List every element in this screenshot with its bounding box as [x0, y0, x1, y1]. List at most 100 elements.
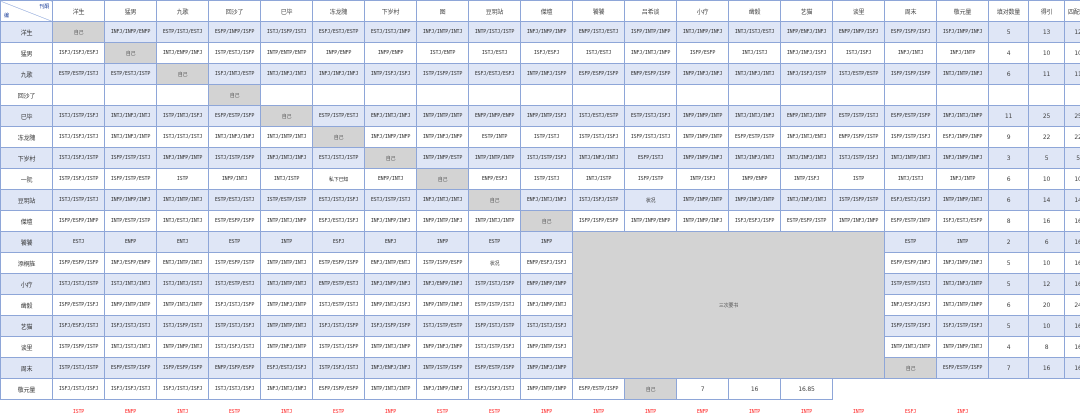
row-header[interactable]: 凿毅	[0, 294, 53, 316]
table-cell[interactable]: INTJ/ISTJ/INTJ	[104, 336, 157, 358]
table-cell[interactable]: ESTP	[884, 231, 937, 253]
table-cell[interactable]: 3	[988, 147, 1029, 169]
table-cell[interactable]: 自己	[468, 189, 521, 211]
table-cell[interactable]: ESFP/ESTP/ISFP	[468, 357, 521, 379]
table-cell[interactable]: ISTP/ESTP/ISTJ	[884, 273, 937, 295]
table-cell[interactable]: ISFP/ESFP/ISFP	[52, 252, 105, 274]
table-cell[interactable]: INFP/INFP/INFJ	[104, 189, 157, 211]
row-header[interactable]: 洋生	[0, 21, 53, 43]
table-cell[interactable]: ISFP/ISTP/ISTJ	[104, 147, 157, 169]
table-cell[interactable]: ENFP/INFP/ISFJ	[832, 21, 885, 43]
table-cell[interactable]: ISTJ/ESTJ	[572, 42, 625, 64]
table-cell[interactable]: INFP/INTP/INFJ	[416, 210, 469, 232]
table-cell[interactable]: INFJ/INTP/INTJ	[416, 21, 469, 43]
table-cell[interactable]: 14.00	[1064, 189, 1080, 211]
table-cell[interactable]: ESFJ/ESTJ/ISFJ	[884, 189, 937, 211]
table-cell[interactable]: ESTJ	[52, 231, 105, 253]
table-cell[interactable]: ISTJ/ISFP/ISTJ	[156, 315, 209, 337]
table-cell[interactable]: ISTP/ISFP/ISTP	[52, 336, 105, 358]
table-cell[interactable]: ESTJ/ISTP/ISTJ	[364, 189, 417, 211]
table-cell[interactable]: INFP/INFP/INFJ	[676, 147, 729, 169]
table-cell[interactable]: ENTP/ESTP/ESTJ	[312, 273, 365, 295]
table-cell[interactable]: 6	[1028, 231, 1065, 253]
table-cell[interactable]	[936, 84, 989, 106]
table-cell[interactable]	[1028, 84, 1065, 106]
table-cell[interactable]: INTJ/INFJ/INTJ	[572, 147, 625, 169]
table-cell[interactable]: ENFP	[104, 231, 157, 253]
table-cell[interactable]: ISFJ/ISTJ/ISFP	[312, 315, 365, 337]
table-cell[interactable]: INFJ/INTJ/INFP	[624, 42, 677, 64]
table-cell[interactable]: 25	[1028, 105, 1065, 127]
table-cell[interactable]: INFP/INFP/INTP	[676, 105, 729, 127]
table-cell[interactable]: ISTP/ISFP/ISTP	[832, 189, 885, 211]
table-cell[interactable]: 10	[1028, 252, 1065, 274]
table-cell[interactable]: INTJ/INFJ/INTJ	[260, 63, 313, 85]
table-cell[interactable]: INFJ/INFP/INTJ	[520, 294, 573, 316]
table-cell[interactable]: INTJ/ISTJ/ESTJ	[728, 21, 781, 43]
table-cell[interactable]: ISTP/ESFP/ISTP	[208, 252, 261, 274]
table-cell[interactable]: INTJ/ISTP	[572, 168, 625, 190]
table-cell[interactable]: 16.85	[1064, 252, 1080, 274]
table-cell[interactable]: ENFJ/INTJ/INFJ	[520, 189, 573, 211]
table-cell[interactable]: ISFJ/ESTJ/ESFP	[936, 210, 989, 232]
table-cell[interactable]: INFJ/INFP/INFJ	[416, 378, 469, 400]
table-cell[interactable]: ISTJ/ISTP/ISFJ	[520, 147, 573, 169]
table-cell[interactable]: INFJ/INTJ/ENTJ	[780, 126, 833, 148]
table-cell[interactable]: INFJ/INFP/ENFP	[104, 21, 157, 43]
table-cell[interactable]: ISTP/ISTJ/ISFJ	[572, 126, 625, 148]
row-header[interactable]: 冻龙隗	[0, 126, 53, 148]
table-cell[interactable]	[364, 84, 417, 106]
table-cell[interactable]	[676, 84, 729, 106]
table-cell[interactable]: 10	[1028, 168, 1065, 190]
table-cell[interactable]: ISTJ/ESTP/ESTP	[832, 63, 885, 85]
row-header[interactable]: 敬元量	[0, 378, 53, 400]
merged-block-cell[interactable]: 三次要书	[572, 231, 885, 379]
table-cell[interactable]: ENFP/ISFP/ESFP	[208, 357, 261, 379]
table-cell[interactable]: INTP/ENTP/ENTP	[260, 42, 313, 64]
table-cell[interactable]: ESTJ/ISTJ/ISTP	[312, 147, 365, 169]
table-cell[interactable]: INTP/INTJ/INTP	[156, 294, 209, 316]
table-cell[interactable]: 状况	[624, 189, 677, 211]
table-cell[interactable]: INFJ/INTP	[936, 168, 989, 190]
row-header[interactable]: 小疗	[0, 273, 53, 295]
table-cell[interactable]: ISTJ/ISTP/ISTJ	[52, 189, 105, 211]
table-cell[interactable]: ISFJ/ISTJ/ISFJ	[156, 378, 209, 400]
table-cell[interactable]: ISTP/ISTJ/ISFP	[468, 273, 521, 295]
table-cell[interactable]: ISTJ/ISTP/ISFP	[208, 147, 261, 169]
row-header[interactable]: 回沙了	[0, 84, 53, 106]
table-cell[interactable]: ENTJ/INTP/INTJ	[156, 252, 209, 274]
table-cell[interactable]: INTJ/INFJ/INTJ	[104, 105, 157, 127]
table-cell[interactable]	[52, 84, 105, 106]
table-cell[interactable]: INTP/INTP/INTJ	[260, 315, 313, 337]
table-cell[interactable]: INTJ/INFJ/INTJ	[728, 63, 781, 85]
table-cell[interactable]: INFP/INFJ/INFJ	[676, 63, 729, 85]
table-cell[interactable]: ESTP	[468, 231, 521, 253]
table-cell[interactable]: INTP/ESTP/ISTP	[104, 210, 157, 232]
table-cell[interactable]: 12.00	[1064, 21, 1080, 43]
table-cell[interactable]: ISTJ/ISFP/ISTJ	[260, 21, 313, 43]
table-cell[interactable]: 8	[988, 210, 1029, 232]
table-cell[interactable]: 16.65	[1064, 231, 1080, 253]
table-cell[interactable]: ENFJ/INTP/ENTJ	[364, 252, 417, 274]
table-cell[interactable]: ISFP/INTP/INFP	[624, 21, 677, 43]
table-cell[interactable]: INFP	[520, 231, 573, 253]
table-cell[interactable]: ISTP/ISFJ/ISTP	[52, 168, 105, 190]
table-cell[interactable]: ESFP/ESTP/INTP	[884, 210, 937, 232]
table-cell[interactable]: ISFP/ISFP/ISFP	[884, 63, 937, 85]
table-cell[interactable]: INTP/INFP/INTP	[676, 189, 729, 211]
table-cell[interactable]: ESFP/ESTP/ISFP	[884, 105, 937, 127]
table-cell[interactable]: ESFP/ESTP/ISFP	[208, 105, 261, 127]
table-cell[interactable]: INTP/INFP/ESTP	[416, 147, 469, 169]
table-cell[interactable]: ISTP/ESTP/ISTP	[260, 189, 313, 211]
table-cell[interactable]: ESTP/ESTJ/ISTJ	[208, 189, 261, 211]
table-cell[interactable]: INFJ/INFP/INFJ	[364, 210, 417, 232]
table-cell[interactable]: ESTP/ESTP/ISTJ	[52, 63, 105, 85]
table-cell[interactable]: INTP/INTJ/INTP	[364, 378, 417, 400]
table-cell[interactable]: 6	[988, 294, 1029, 316]
table-cell[interactable]: INTP	[260, 231, 313, 253]
table-cell[interactable]: ISTJ/ISTP/ISFJ	[52, 105, 105, 127]
table-cell[interactable]: 8	[1028, 336, 1065, 358]
table-cell[interactable]: ISFP/ESTP/ISFJ	[52, 294, 105, 316]
table-cell[interactable]: ESFJ/ESTJ/ESFJ	[468, 63, 521, 85]
table-cell[interactable]: 13	[1028, 21, 1065, 43]
